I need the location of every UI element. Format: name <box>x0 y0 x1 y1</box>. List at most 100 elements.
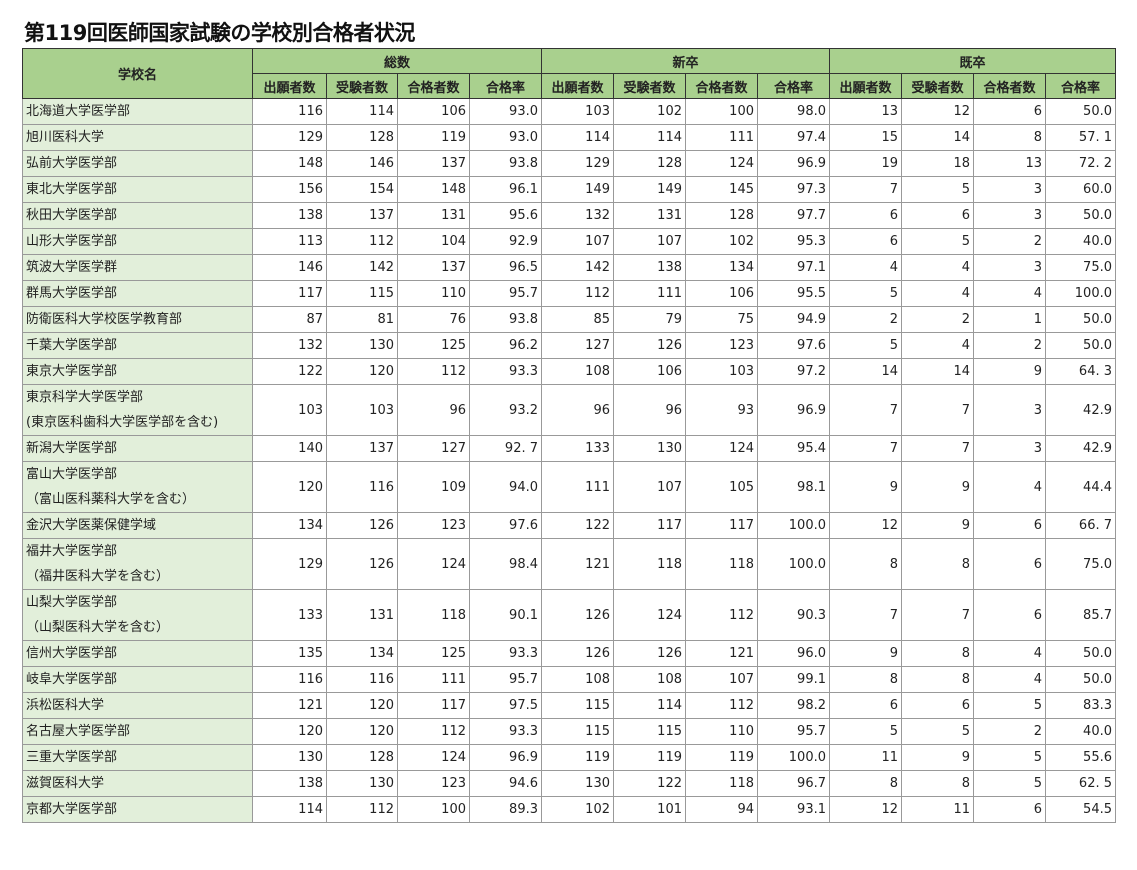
value-cell: 9 <box>829 640 902 667</box>
value-cell: 95.5 <box>757 280 830 307</box>
table-row: 新潟大学医学部 140 137 127 92. 7 133 130 124 95.4 7 7 3 42.… <box>22 435 1116 462</box>
value-cell: 62. 5 <box>1045 770 1116 797</box>
value-cell: 8 <box>901 770 974 797</box>
school-name-cell: 山梨大学医学部 （山梨医科大学を含む） <box>22 589 253 641</box>
value-cell: 115 <box>613 718 686 745</box>
value-cell: 100 <box>685 98 758 125</box>
value-cell: 130 <box>326 770 398 797</box>
value-cell: 117 <box>397 692 470 719</box>
school-name-cell: 信州大学医学部 <box>22 640 253 667</box>
value-cell: 12 <box>901 98 974 125</box>
value-cell: 107 <box>541 228 614 255</box>
school-name-line: 千葉大学医学部 <box>26 338 118 353</box>
value-cell: 50.0 <box>1045 202 1116 229</box>
value-cell: 125 <box>397 640 470 667</box>
value-cell: 95.7 <box>469 280 542 307</box>
value-cell: 119 <box>613 744 686 771</box>
school-name-line: （富山医科薬科大学を含む） <box>26 492 196 507</box>
value-cell: 95.7 <box>469 666 542 693</box>
value-cell: 97.4 <box>757 124 830 151</box>
value-cell: 2 <box>973 228 1046 255</box>
value-cell: 117 <box>613 512 686 539</box>
value-cell: 6 <box>829 692 902 719</box>
value-cell: 102 <box>613 98 686 125</box>
value-cell: 133 <box>252 589 327 641</box>
results-table: 学校名 総数 新卒 既卒 出願者数 受験者数 合格者数 合格率 出願者数 受験者数 合格者数 合格率出… <box>22 48 1116 823</box>
value-cell: 50.0 <box>1045 666 1116 693</box>
value-cell: 4 <box>973 640 1046 667</box>
value-cell: 6 <box>901 692 974 719</box>
school-name-line: （福井医科大学を含む） <box>26 569 170 584</box>
table-row: 筑波大学医学群 146 142 137 96.5 142 138 134 97.1 4 4 3 75.0 <box>22 254 1116 281</box>
value-cell: 119 <box>541 744 614 771</box>
value-cell: 149 <box>613 176 686 203</box>
school-name-line: 滋賀医科大学 <box>26 776 105 791</box>
value-cell: 111 <box>613 280 686 307</box>
value-cell: 7 <box>829 384 902 436</box>
value-cell: 104 <box>397 228 470 255</box>
value-cell: 126 <box>541 589 614 641</box>
school-name-cell: 富山大学医学部 （富山医科薬科大学を含む） <box>22 461 253 513</box>
school-name-cell: 福井大学医学部 （福井医科大学を含む） <box>22 538 253 590</box>
value-cell: 93.8 <box>469 306 542 333</box>
value-cell: 99.1 <box>757 666 830 693</box>
value-cell: 5 <box>829 280 902 307</box>
school-name-line: 京都大学医学部 <box>26 802 118 817</box>
table-row: 福井大学医学部 （福井医科大学を含む） 129 126 124 98.4 121 118 118… <box>22 538 1116 590</box>
value-cell: 87 <box>252 306 327 333</box>
value-cell: 75.0 <box>1045 254 1116 281</box>
value-cell: 92. 7 <box>469 435 542 462</box>
school-name-line: 東北大学医学部 <box>26 182 118 197</box>
value-cell: 116 <box>252 98 327 125</box>
value-cell: 96.9 <box>757 384 830 436</box>
school-name-cell: 京都大学医学部 <box>22 796 253 823</box>
table-row: 千葉大学医学部 132 130 125 96.2 127 126 123 97.6 5 4 2 50.0 <box>22 332 1116 359</box>
value-cell: 120 <box>326 692 398 719</box>
value-cell: 134 <box>685 254 758 281</box>
value-cell: 85 <box>541 306 614 333</box>
value-cell: 4 <box>901 254 974 281</box>
value-cell: 109 <box>397 461 470 513</box>
value-cell: 107 <box>685 666 758 693</box>
value-cell: 126 <box>541 640 614 667</box>
school-name-line: 信州大学医学部 <box>26 646 118 661</box>
value-cell: 75 <box>685 306 758 333</box>
value-cell: 11 <box>901 796 974 823</box>
value-cell: 137 <box>397 150 470 177</box>
value-cell: 93.0 <box>469 124 542 151</box>
value-cell: 15 <box>829 124 902 151</box>
value-cell: 103 <box>252 384 327 436</box>
value-cell: 96 <box>541 384 614 436</box>
value-cell: 138 <box>252 770 327 797</box>
school-name-cell: 山形大学医学部 <box>22 228 253 255</box>
value-cell: 7 <box>829 589 902 641</box>
value-cell: 124 <box>685 435 758 462</box>
value-cell: 93.8 <box>469 150 542 177</box>
value-cell: 145 <box>685 176 758 203</box>
value-cell: 5 <box>973 744 1046 771</box>
value-cell: 96.7 <box>757 770 830 797</box>
value-cell: 1 <box>973 306 1046 333</box>
school-name-line: 金沢大学医薬保健学域 <box>26 518 157 533</box>
value-cell: 4 <box>901 280 974 307</box>
table-row: 山梨大学医学部 （山梨医科大学を含む） 133 131 118 90.1 126 124 112… <box>22 589 1116 641</box>
school-name-cell: 防衛医科大学校医学教育部 <box>22 306 253 333</box>
school-name-line: 岐阜大学医学部 <box>26 672 118 687</box>
school-name-cell: 旭川医科大学 <box>22 124 253 151</box>
value-cell: 4 <box>973 280 1046 307</box>
school-name-line: (東京医科歯科大学医学部を含む) <box>26 415 219 430</box>
school-name-line: 山梨大学医学部 <box>26 595 118 610</box>
value-cell: 19 <box>829 150 902 177</box>
school-name-line: （山梨医科大学を含む） <box>26 620 170 635</box>
table-row: 旭川医科大学 129 128 119 93.0 114 114 111 97.4 15 14 8 57.… <box>22 124 1116 151</box>
value-cell: 134 <box>252 512 327 539</box>
value-cell: 5 <box>829 718 902 745</box>
school-name-cell: 名古屋大学医学部 <box>22 718 253 745</box>
value-cell: 96.9 <box>757 150 830 177</box>
value-cell: 127 <box>397 435 470 462</box>
value-cell: 3 <box>973 435 1046 462</box>
value-cell: 138 <box>252 202 327 229</box>
value-cell: 120 <box>252 718 327 745</box>
value-cell: 40.0 <box>1045 228 1116 255</box>
value-cell: 137 <box>326 202 398 229</box>
